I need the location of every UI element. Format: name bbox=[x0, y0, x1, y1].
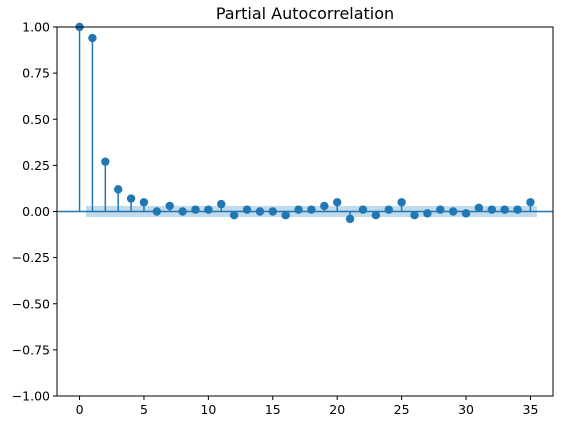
x-tick-label: 5 bbox=[140, 402, 148, 417]
x-tick-label: 15 bbox=[265, 402, 281, 417]
marker-lag-30 bbox=[461, 209, 471, 218]
x-tick-label: 35 bbox=[523, 402, 539, 417]
y-tick-label: 0.25 bbox=[22, 158, 50, 173]
marker-lag-6 bbox=[152, 207, 162, 216]
x-tick-label: 20 bbox=[329, 402, 345, 417]
marker-lag-29 bbox=[448, 207, 458, 216]
marker-lag-28 bbox=[436, 205, 445, 214]
y-tick-label: 0.50 bbox=[22, 112, 50, 127]
marker-lag-32 bbox=[487, 205, 497, 214]
y-tick-label: −0.75 bbox=[12, 342, 50, 357]
y-ticks-layer: −1.00 −0.75 −0.50 −0.25 0.00 0.25 0.50 0.75 1.00 bbox=[12, 20, 57, 404]
marker-lag-11 bbox=[217, 199, 226, 209]
marker-lag-3 bbox=[113, 185, 123, 194]
markers-layer bbox=[75, 22, 535, 224]
marker-lag-2 bbox=[101, 157, 110, 166]
marker-lag-18 bbox=[307, 205, 316, 214]
marker-lag-31 bbox=[474, 203, 484, 213]
marker-lag-33 bbox=[500, 205, 509, 214]
marker-lag-21 bbox=[345, 214, 355, 224]
marker-lag-24 bbox=[384, 205, 393, 214]
x-tick-label: 25 bbox=[394, 402, 410, 417]
marker-lag-4 bbox=[126, 194, 136, 203]
marker-lag-20 bbox=[333, 198, 342, 207]
marker-lag-15 bbox=[268, 207, 277, 216]
y-tick-label: 0.75 bbox=[22, 66, 50, 81]
marker-lag-22 bbox=[358, 205, 368, 214]
marker-lag-25 bbox=[397, 198, 406, 207]
y-tick-label: −0.50 bbox=[12, 296, 50, 311]
marker-lag-12 bbox=[229, 210, 239, 220]
y-tick-label: −1.00 bbox=[12, 389, 50, 404]
x-tick-label: 0 bbox=[76, 402, 84, 417]
marker-lag-27 bbox=[423, 209, 432, 218]
marker-lag-26 bbox=[410, 210, 419, 220]
marker-lag-5 bbox=[139, 198, 149, 207]
y-tick-label: 1.00 bbox=[22, 20, 50, 35]
marker-lag-13 bbox=[242, 205, 252, 214]
marker-lag-8 bbox=[178, 207, 187, 216]
marker-lag-34 bbox=[513, 205, 522, 214]
marker-lag-10 bbox=[204, 205, 213, 214]
x-tick-label: 30 bbox=[458, 402, 474, 417]
stems-layer bbox=[78, 27, 532, 219]
x-tick-label: 10 bbox=[200, 402, 216, 417]
x-ticks-layer: 0 5 10 15 20 25 30 35 bbox=[76, 396, 539, 417]
y-tick-label: 0.00 bbox=[22, 204, 50, 219]
chart-title: Partial Autocorrelation bbox=[216, 4, 394, 23]
marker-lag-17 bbox=[294, 205, 303, 214]
marker-lag-19 bbox=[320, 201, 329, 211]
marker-lag-35 bbox=[526, 198, 535, 207]
marker-lag-9 bbox=[191, 205, 200, 214]
marker-lag-23 bbox=[371, 210, 381, 220]
marker-lag-7 bbox=[165, 201, 174, 211]
marker-lag-16 bbox=[281, 210, 290, 220]
marker-lag-1 bbox=[88, 33, 97, 43]
y-tick-label: −0.25 bbox=[12, 250, 50, 265]
marker-lag-14 bbox=[255, 207, 265, 216]
